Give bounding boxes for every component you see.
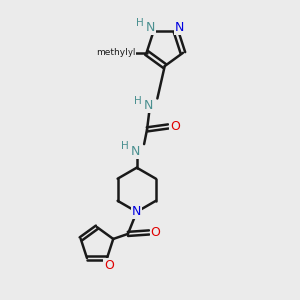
Text: O: O <box>151 226 160 239</box>
Text: methyl: methyl <box>106 48 136 57</box>
Text: O: O <box>104 259 114 272</box>
Text: N: N <box>175 21 184 34</box>
Text: H: H <box>136 18 144 28</box>
Text: O: O <box>170 120 180 133</box>
Text: H: H <box>134 95 142 106</box>
Text: H: H <box>121 141 128 151</box>
Text: N: N <box>130 145 140 158</box>
Text: methyl: methyl <box>96 48 128 57</box>
Text: N: N <box>144 99 153 112</box>
Text: N: N <box>145 21 154 34</box>
Text: N: N <box>132 205 141 218</box>
